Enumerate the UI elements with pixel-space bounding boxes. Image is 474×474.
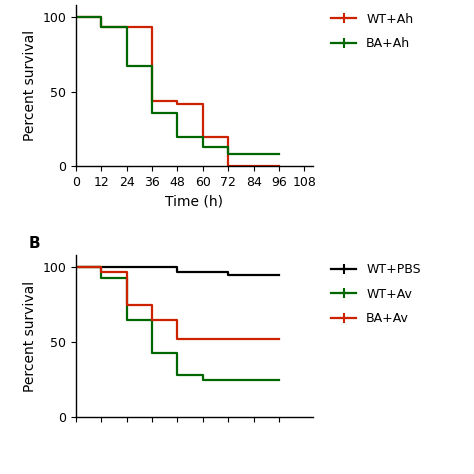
Y-axis label: Percent survival: Percent survival — [23, 30, 36, 141]
X-axis label: Time (h): Time (h) — [165, 195, 223, 209]
Legend: WT+Ah, BA+Ah: WT+Ah, BA+Ah — [326, 8, 419, 55]
Text: B: B — [28, 236, 40, 251]
Y-axis label: Percent survival: Percent survival — [23, 281, 36, 392]
Legend: WT+PBS, WT+Av, BA+Av: WT+PBS, WT+Av, BA+Av — [326, 258, 426, 330]
